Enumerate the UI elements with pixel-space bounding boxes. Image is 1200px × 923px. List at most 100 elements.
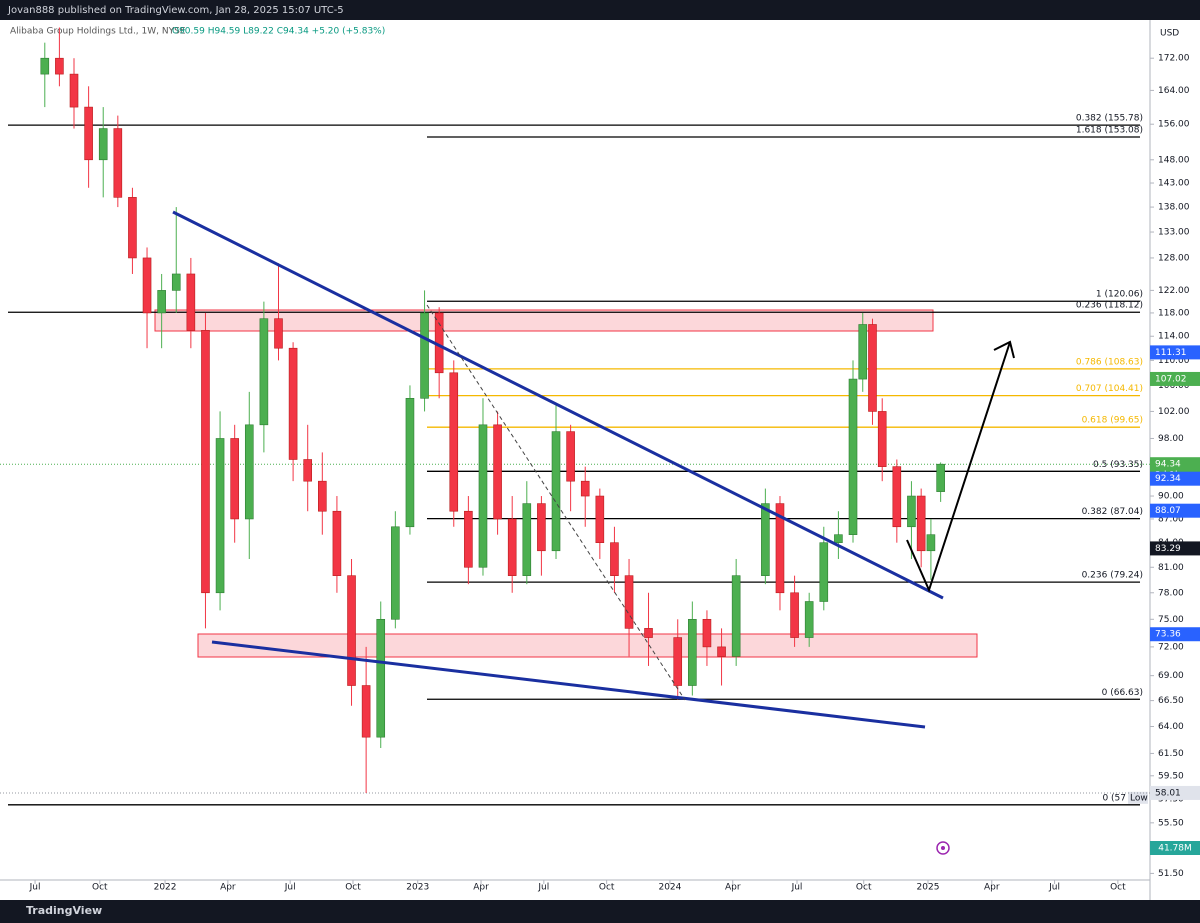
footer-bar <box>0 900 1200 923</box>
fib-label: 0.236 (118.12) <box>1076 301 1143 311</box>
resistance-zone <box>154 309 934 332</box>
candle-body <box>274 318 283 349</box>
y-tick-label: 51.50 <box>1158 869 1184 879</box>
candle-body <box>113 128 123 198</box>
x-tick-label: Oct <box>856 883 872 893</box>
price-badge-label: 111.31 <box>1155 348 1187 358</box>
price-badge-label: 58.01 <box>1155 788 1181 798</box>
event-marker <box>936 841 950 855</box>
candle-body <box>142 257 152 314</box>
price-badge <box>1150 345 1200 360</box>
candle-body <box>580 480 590 497</box>
candle-body <box>303 459 313 482</box>
candle-body <box>288 347 298 460</box>
fib-label: 0.382 (87.04) <box>1082 507 1143 517</box>
candle-body <box>790 592 799 638</box>
fib-label: 0.786 (108.63) <box>1076 357 1143 367</box>
price-badge <box>1150 785 1200 800</box>
y-tick-label: 122.00 <box>1158 286 1190 296</box>
x-tick-label: Oct <box>92 883 108 893</box>
y-tick-label: 164.00 <box>1158 86 1190 96</box>
footer-brand: TradingView <box>26 904 102 917</box>
y-tick-label: 59.50 <box>1158 771 1184 781</box>
y-tick-label: 69.00 <box>1158 671 1184 681</box>
trendline-lower <box>211 640 926 729</box>
candle-body <box>926 534 936 552</box>
support-zone <box>197 633 978 658</box>
candle-body <box>936 463 945 492</box>
candle-body <box>537 503 546 552</box>
fib-label: 0 (66.63) <box>1102 688 1143 698</box>
candle-body <box>717 646 726 657</box>
fib-label: 1.618 (153.08) <box>1076 125 1143 135</box>
candle-body <box>449 372 459 512</box>
price-badge <box>1150 503 1200 518</box>
x-tick-label: Apr <box>725 883 741 893</box>
symbol: Alibaba Group Holdings Ltd., 1W, NYSE <box>10 27 186 37</box>
x-tick-label: 2023 <box>406 883 429 893</box>
fib-label: 0 (57 <box>1102 793 1126 803</box>
candle-body <box>493 424 502 520</box>
fib-label: 0.618 (99.65) <box>1082 416 1143 426</box>
candle-body <box>507 518 517 576</box>
price-badge <box>1150 541 1200 556</box>
candle-body <box>259 318 269 426</box>
y-tick-label: 172.00 <box>1158 54 1190 64</box>
candle-body <box>848 378 858 535</box>
candle-body <box>858 324 868 380</box>
candle-body <box>688 618 697 686</box>
y-tick-label: 72.00 <box>1158 642 1184 652</box>
candle-body <box>731 575 741 657</box>
y-tick-label: 98.00 <box>1158 434 1184 444</box>
currency: USD <box>1160 29 1179 39</box>
fib-label: 0.236 (79.24) <box>1082 571 1143 581</box>
candle-body <box>215 438 225 594</box>
y-tick-label: 61.50 <box>1158 749 1184 759</box>
candle-body <box>551 431 561 552</box>
fib-label: 0.707 (104.41) <box>1076 384 1143 394</box>
candle-body <box>361 685 371 738</box>
candle-body <box>347 575 356 686</box>
x-tick-label: 2025 <box>917 883 940 893</box>
low-tag-bg <box>1128 791 1148 804</box>
candle-body <box>391 526 400 620</box>
x-tick-label: Jul <box>29 883 41 893</box>
fib-diagonal <box>426 304 686 701</box>
candle-body <box>673 637 683 686</box>
y-tick-label: 64.00 <box>1158 722 1184 732</box>
x-tick-label: 2022 <box>154 883 177 893</box>
y-tick-label: 81.00 <box>1158 563 1184 573</box>
y-tick-label: 118.00 <box>1158 308 1190 318</box>
candle-body <box>201 330 210 594</box>
fib-label: 0.5 (93.35) <box>1093 460 1143 470</box>
event-marker-dot <box>941 846 945 850</box>
candle-body <box>464 510 473 568</box>
price-badge <box>1150 471 1200 486</box>
price-badge-label: 94.34 <box>1155 460 1181 470</box>
x-tick-label: Jul <box>791 883 803 893</box>
y-tick-label: 128.00 <box>1158 253 1190 263</box>
candle-body <box>332 510 342 576</box>
candle-body <box>186 273 196 331</box>
x-tick-label: 2024 <box>658 883 681 893</box>
candle-body <box>868 324 877 412</box>
price-badge-label: 88.07 <box>1155 506 1181 516</box>
candle-body <box>702 618 712 648</box>
candle-body <box>84 106 93 161</box>
candle-body <box>244 424 254 520</box>
x-tick-label: Oct <box>345 883 361 893</box>
trendline-upper <box>172 210 944 600</box>
x-tick-label: Jul <box>284 883 296 893</box>
y-tick-label: 66.50 <box>1158 696 1184 706</box>
y-tick-label: 78.00 <box>1158 588 1184 598</box>
candle-body <box>644 628 653 638</box>
x-tick-label: Jul <box>537 883 549 893</box>
candle-body <box>892 466 902 528</box>
candle-body <box>907 495 916 528</box>
candle-body <box>877 411 887 467</box>
candle-body <box>775 503 785 594</box>
x-tick-label: Apr <box>473 883 489 893</box>
candle-body <box>171 273 181 291</box>
y-tick-label: 87.00 <box>1158 514 1184 524</box>
